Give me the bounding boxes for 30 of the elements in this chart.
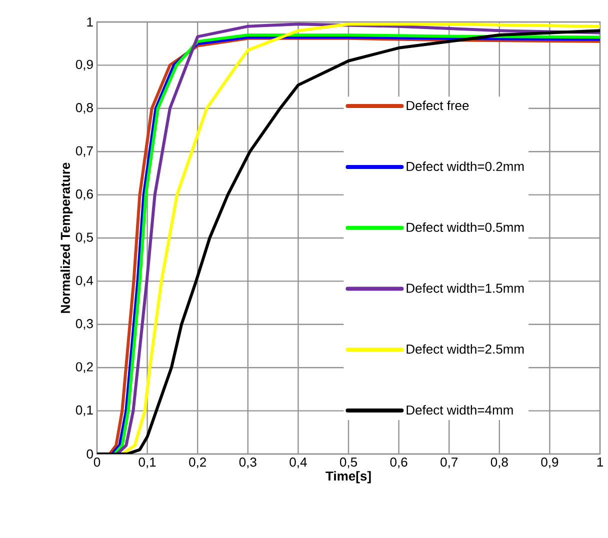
y-tick-label: 0,3: [76, 319, 93, 330]
y-tick-label: 0,2: [76, 362, 93, 373]
x-tick-label: 0,3: [239, 458, 256, 468]
x-tick-label: 1: [597, 458, 603, 466]
y-tick-label: 0,8: [76, 103, 93, 114]
y-tick-label: 0,6: [76, 189, 93, 200]
legend-label: Defect width=0.5mm: [406, 222, 524, 232]
y-tick-label: 0: [86, 449, 93, 459]
x-tick-label: 0,2: [189, 458, 206, 468]
legend-label: Defect width=2.5mm: [406, 344, 524, 354]
y-tick-label: 0,9: [76, 60, 93, 71]
y-tick-label: 0,4: [76, 276, 94, 287]
legend-label: Defect width=4mm: [406, 405, 513, 415]
legend-label: Defect width=0.2mm: [406, 161, 524, 172]
legend-label: Defect width=1.5mm: [406, 283, 524, 293]
x-tick-label: 0,9: [541, 458, 558, 468]
x-tick-label: 0: [94, 458, 100, 467]
x-axis-title: Time[s]: [326, 471, 371, 484]
x-tick-label: 0,4: [290, 458, 307, 468]
x-tick-label: 0,6: [390, 458, 408, 468]
y-tick-label: 0,5: [76, 232, 93, 244]
y-tick-label: 0,1: [76, 405, 93, 416]
x-tick-label: 0,1: [138, 458, 156, 468]
x-tick-label: 0,8: [490, 458, 508, 468]
y-tick-label: 1: [87, 18, 93, 26]
x-tick-label: 0,5: [340, 458, 357, 468]
y-tick-label: 0,7: [76, 146, 93, 157]
y-axis-title: Normalized Temperature: [60, 162, 73, 313]
x-tick-label: 0,7: [440, 458, 458, 468]
legend-label: Defect free: [406, 100, 469, 110]
